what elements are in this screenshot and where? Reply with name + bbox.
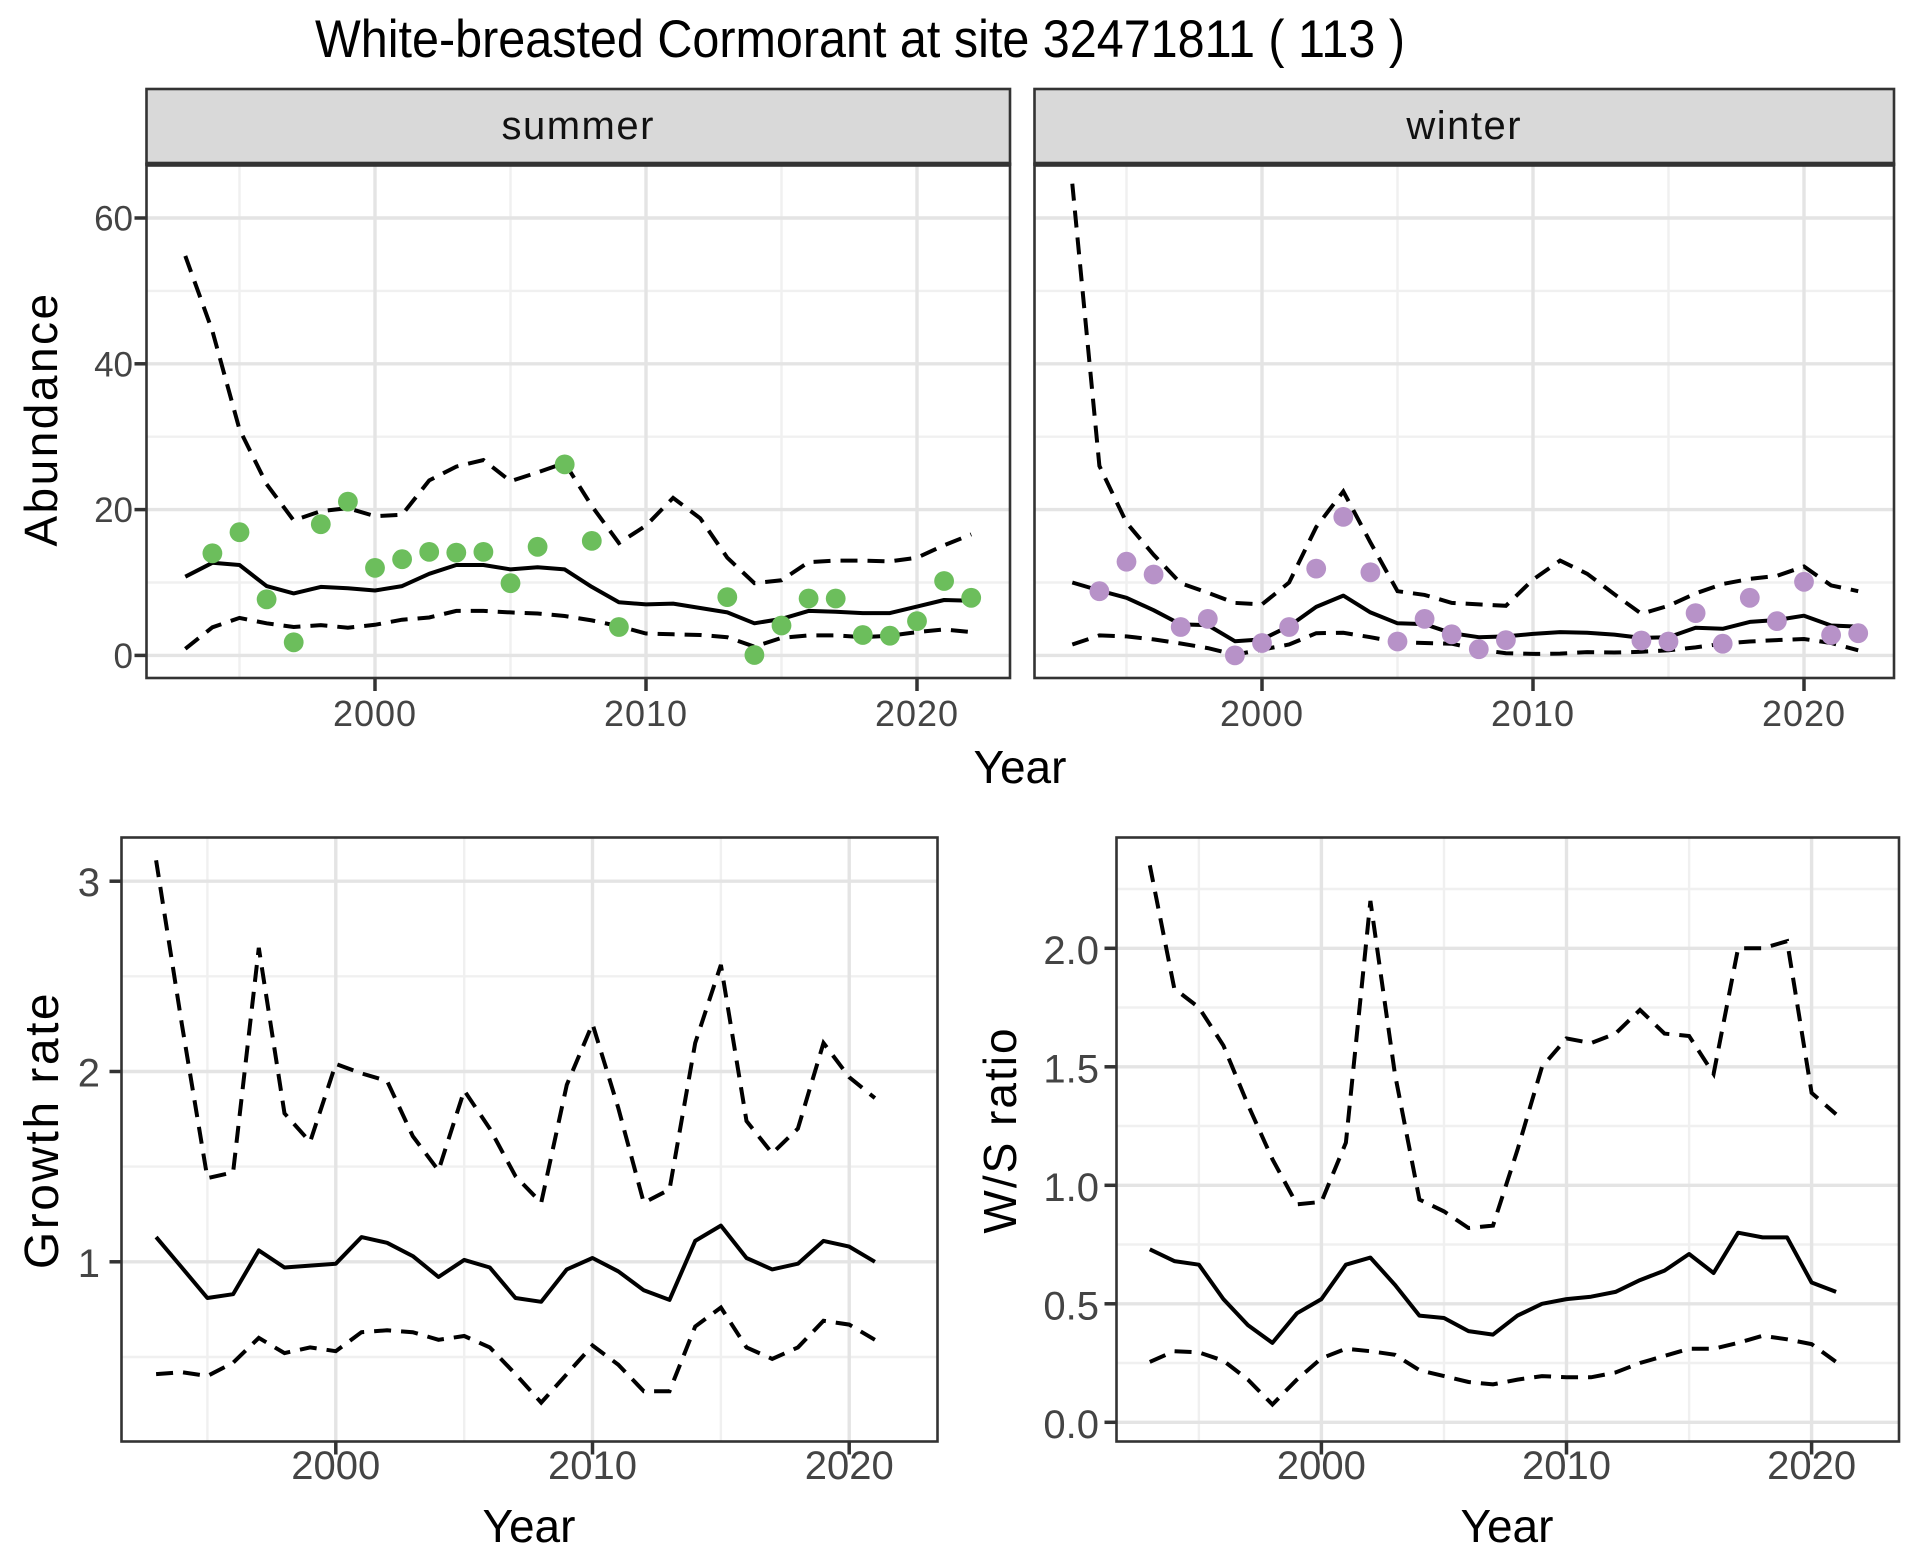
svg-text:0.5: 0.5: [1043, 1284, 1099, 1328]
svg-text:0: 0: [114, 637, 133, 676]
svg-text:2020: 2020: [1762, 693, 1846, 734]
svg-text:0.0: 0.0: [1043, 1403, 1099, 1447]
svg-text:Year: Year: [1461, 1500, 1554, 1552]
svg-text:2020: 2020: [875, 693, 959, 734]
svg-text:1.5: 1.5: [1043, 1047, 1099, 1091]
svg-text:2.0: 2.0: [1043, 929, 1099, 973]
svg-text:winter: winter: [1405, 104, 1522, 148]
svg-text:Growth rate: Growth rate: [16, 991, 69, 1269]
svg-text:1.0: 1.0: [1043, 1166, 1099, 1210]
svg-text:Year: Year: [974, 741, 1067, 793]
svg-text:Year: Year: [483, 1500, 576, 1552]
svg-text:2: 2: [78, 1052, 100, 1096]
svg-text:2020: 2020: [805, 1444, 894, 1488]
svg-text:2000: 2000: [1220, 693, 1304, 734]
svg-text:2010: 2010: [604, 693, 688, 734]
svg-text:2000: 2000: [333, 693, 417, 734]
svg-text:White-breasted Cormorant at si: White-breasted Cormorant at site 3247181…: [315, 10, 1405, 69]
svg-text:20: 20: [94, 491, 133, 530]
svg-text:3: 3: [78, 861, 100, 905]
svg-text:2000: 2000: [291, 1444, 380, 1488]
svg-text:W/S ratio: W/S ratio: [974, 1026, 1026, 1233]
svg-text:2010: 2010: [1491, 693, 1575, 734]
svg-text:2010: 2010: [548, 1444, 637, 1488]
svg-text:40: 40: [94, 345, 133, 384]
svg-text:summer: summer: [501, 104, 654, 148]
svg-text:60: 60: [94, 200, 133, 239]
svg-text:Abundance: Abundance: [15, 291, 67, 546]
svg-text:2010: 2010: [1522, 1444, 1611, 1488]
svg-text:2000: 2000: [1277, 1444, 1366, 1488]
svg-text:1: 1: [78, 1242, 100, 1286]
svg-text:2020: 2020: [1767, 1444, 1856, 1488]
